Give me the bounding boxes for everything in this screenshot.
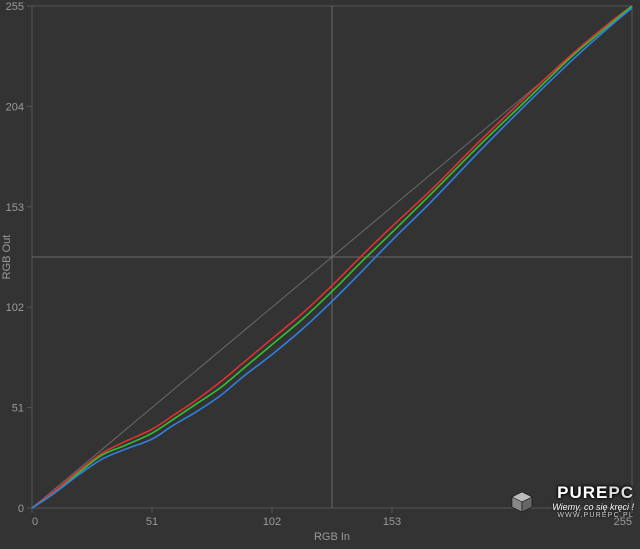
y-tick-label: 0 <box>18 503 24 515</box>
y-tick-label: 51 <box>12 403 24 415</box>
y-axis-title: RGB Out <box>1 235 13 280</box>
rgb-curve-chart: 0 51 102 153 255 0 51 102 153 204 255 RGB In RGB Out <box>0 0 640 549</box>
y-tick-label: 204 <box>6 101 24 113</box>
x-tick-label: 0 <box>32 516 38 528</box>
y-tick-label: 102 <box>6 302 24 314</box>
x-tick-label: 255 <box>614 516 632 528</box>
y-tick-label: 255 <box>6 1 24 13</box>
x-axis-title: RGB In <box>314 531 350 543</box>
chart-container: { "chart": { "type": "line", "canvas": {… <box>0 0 640 549</box>
x-tick-label: 102 <box>263 516 281 528</box>
y-tick-label: 153 <box>6 202 24 214</box>
x-tick-label: 153 <box>383 516 401 528</box>
x-tick-label: 51 <box>146 516 158 528</box>
